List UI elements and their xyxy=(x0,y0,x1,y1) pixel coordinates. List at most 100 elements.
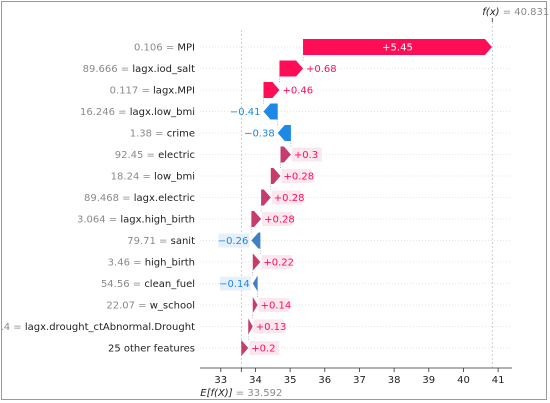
feature-label: 16.246 = lagx.low_bmi xyxy=(80,107,195,118)
feature-label: 54.56 = clean_fuel xyxy=(101,279,195,290)
label-background xyxy=(262,212,293,226)
feature-name: lagx.high_birth xyxy=(120,215,195,226)
feature-value: 79.71 = xyxy=(127,236,170,247)
feature-label: 0.106 = MPI xyxy=(134,43,195,54)
label-background xyxy=(249,341,280,355)
bar-value-label: +0.3 xyxy=(294,150,318,161)
x-tick-label: 38 xyxy=(388,375,401,386)
feature-label: 89.666 = lagx.iod_salt xyxy=(83,64,195,75)
bar-negative xyxy=(263,103,278,120)
bar-value-label: +5.45 xyxy=(382,43,413,54)
fx-annotation: f(x) = 40.831 xyxy=(482,7,549,22)
feature-value: 22.07 = xyxy=(106,301,149,312)
bar-value-label: −0.41 xyxy=(230,107,261,118)
feature-name: lagx.iod_salt xyxy=(132,64,195,75)
feature-value: 16.246 = xyxy=(80,107,130,118)
row-gridlines xyxy=(200,46,512,349)
bar-positive xyxy=(303,39,492,55)
feature-label: 22.07 = w_school xyxy=(106,301,195,312)
feature-name: lagx.MPI xyxy=(153,86,195,97)
x-tick-label: 39 xyxy=(422,375,435,386)
feature-label: 18.24 = low_bmi xyxy=(111,172,195,183)
x-tick-label: 41 xyxy=(492,375,505,386)
bar-value-label: +0.2 xyxy=(251,344,275,355)
final-value-number: = 40.831 xyxy=(503,7,550,18)
feature-value: 89.468 = xyxy=(84,193,134,204)
bar-value-label: +0.13 xyxy=(256,322,287,333)
feature-label: 0.4 = lagx.drought_ctAbnormal.Drought xyxy=(0,322,195,333)
bar-positive xyxy=(251,211,262,227)
bar-value-label: +0.28 xyxy=(283,172,314,183)
label-background xyxy=(271,190,302,205)
feature-value: 0.117 = xyxy=(110,86,153,97)
feature-label: 25 other features xyxy=(108,344,195,355)
label-background xyxy=(218,233,250,248)
bar-positive xyxy=(241,340,249,356)
bar-positive xyxy=(270,168,281,184)
bar-value-label: −0.38 xyxy=(244,129,275,140)
feature-label: 0.117 = lagx.MPI xyxy=(110,86,195,97)
feature-value: 0.4 = xyxy=(0,322,25,333)
bar-positive xyxy=(261,189,271,206)
feature-value: 92.45 = xyxy=(115,150,158,161)
x-tick-label: 37 xyxy=(353,375,366,386)
feature-name: MPI xyxy=(177,43,195,54)
base-value-label: E[f(X)] = 33.592 xyxy=(200,388,282,399)
bar-value-label: +0.14 xyxy=(261,301,292,312)
bar-positive xyxy=(279,60,304,77)
feature-label: 1.38 = crime xyxy=(130,129,195,140)
x-tick-label: 36 xyxy=(318,375,331,386)
reference-lines xyxy=(240,18,493,368)
label-background xyxy=(261,255,292,269)
bar-negative xyxy=(252,275,258,292)
bar-positive xyxy=(248,318,253,335)
feature-value: 54.56 = xyxy=(101,279,144,290)
bar-negative xyxy=(251,232,261,249)
feature-name: lagx.drought_ctAbnormal.Drought xyxy=(25,322,195,333)
bar-value-label: +0.46 xyxy=(282,86,313,97)
x-tick-label: 35 xyxy=(284,375,297,386)
bar-value-label: −0.26 xyxy=(218,236,249,247)
feature-label: 3.46 = high_birth xyxy=(108,258,195,269)
feature-name: high_birth xyxy=(145,258,195,269)
bars xyxy=(241,39,492,356)
feature-name: electric xyxy=(158,150,195,161)
x-tick-label: 33 xyxy=(214,375,227,386)
feature-label: 92.45 = electric xyxy=(115,150,195,161)
final-value-label: f(x) = 40.831 xyxy=(482,7,549,18)
feature-name: crime xyxy=(167,129,195,140)
feature-name: low_bmi xyxy=(154,172,195,183)
feature-value: 89.666 = xyxy=(83,64,133,75)
base-value-number: = 33.592 xyxy=(236,388,283,399)
x-tick-label: 34 xyxy=(249,375,262,386)
feature-label: 3.064 = lagx.high_birth xyxy=(77,215,195,226)
feature-name: lagx.low_bmi xyxy=(130,107,195,118)
feature-name: lagx.electric xyxy=(134,193,195,204)
label-background xyxy=(219,276,251,291)
bar-positive xyxy=(252,254,261,270)
feature-name: clean_fuel xyxy=(144,279,195,290)
bar-positive xyxy=(252,297,258,313)
feature-value: 3.46 = xyxy=(108,258,145,269)
bar-positive xyxy=(280,146,291,163)
x-axis: 33 34 35 36 37 38 39 40 41 E[f(X)] = 33.592 xyxy=(200,367,512,399)
bar-value-label: +0.22 xyxy=(263,258,294,269)
bar-value-label: +0.28 xyxy=(274,193,305,204)
bar-value-label: −0.14 xyxy=(219,279,250,290)
label-background xyxy=(253,319,284,334)
feature-value: 0.106 = xyxy=(134,43,177,54)
bar-negative xyxy=(277,125,291,141)
label-background xyxy=(281,169,312,183)
feature-name: sanit xyxy=(171,236,195,247)
bar-positive xyxy=(263,82,280,98)
feature-label: 79.71 = sanit xyxy=(127,236,195,247)
feature-value: 1.38 = xyxy=(130,129,167,140)
feature-value: 3.064 = xyxy=(77,215,120,226)
feature-labels: +5.45 0.106 = MPI +0.68 89.666 = lagx.iod_s… xyxy=(0,43,413,355)
feature-label: 89.468 = lagx.electric xyxy=(84,193,195,204)
label-background xyxy=(291,147,322,162)
feature-name: w_school xyxy=(150,301,195,312)
feature-name: 25 other features xyxy=(108,344,195,355)
base-value-name: E[f(X)] xyxy=(200,388,235,399)
